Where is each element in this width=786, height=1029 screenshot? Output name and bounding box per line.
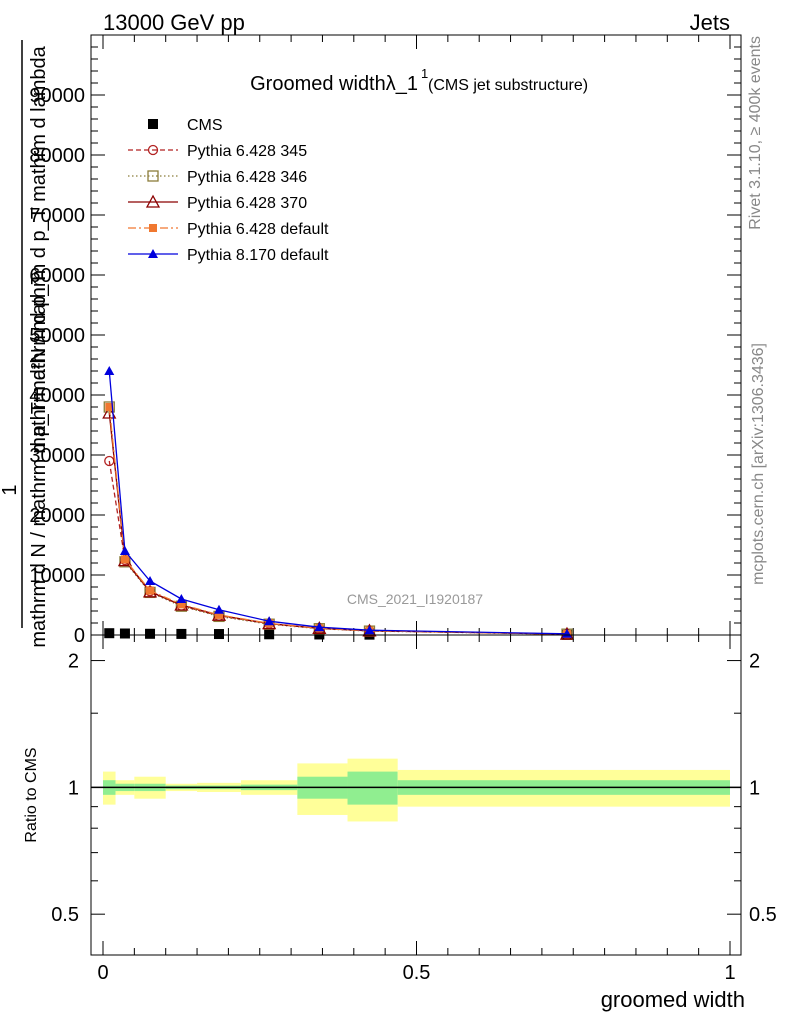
series-pythia-6-428-346 — [103, 401, 573, 640]
ratio-y-tick-label: 0.5 — [51, 904, 79, 926]
y-tick-label: 10000 — [29, 565, 85, 587]
data-point — [145, 576, 156, 585]
y-tick-label: 80000 — [29, 145, 85, 167]
legend-label: Pythia 6.428 370 — [187, 195, 307, 212]
series-line — [108, 370, 567, 635]
legend-label: CMS — [187, 117, 223, 134]
data-point — [149, 224, 157, 232]
x-tick-label: 1 — [724, 962, 735, 984]
data-point — [105, 403, 114, 411]
ratio-y-tick-label-right: 2 — [749, 651, 760, 673]
y-tick-label: 20000 — [29, 505, 85, 527]
data-point — [119, 628, 130, 639]
legend: CMS Pythia 6.428 345 Pythia 6.428 346 Pythi… — [128, 117, 329, 264]
ratio-bands — [103, 758, 730, 822]
ratio-y-tick-label-right: 1 — [749, 777, 760, 799]
data-point — [264, 616, 275, 626]
data-point — [214, 610, 223, 619]
ratio-ylabel: Ratio to CMS — [23, 747, 40, 842]
data-point — [147, 170, 159, 182]
main-ticks: 0 10000 20000 30000 40000 50000 60000 70000 8000… — [29, 35, 741, 647]
ratio-y-tick-label-right: 0.5 — [749, 904, 777, 926]
data-point — [176, 628, 187, 639]
data-point — [119, 546, 130, 555]
series-layer — [102, 366, 575, 640]
ratio-y-tick-label: 1 — [68, 777, 79, 799]
x-tick-label: 0.5 — [403, 962, 431, 984]
ylabel-numerator: 1 — [0, 484, 21, 495]
plot-title-superscript: 1 — [421, 66, 428, 81]
energy-label: 13000 GeV pp — [103, 10, 245, 35]
legend-label: Pythia 6.428 346 — [187, 169, 307, 186]
data-point — [104, 366, 115, 375]
plot-subtitle: (CMS jet substructure) — [428, 77, 588, 94]
y-tick-label: 70000 — [29, 205, 85, 227]
series-line — [108, 406, 567, 635]
data-point — [213, 604, 224, 614]
data-point — [213, 629, 224, 640]
series-pythia-6-428-370 — [102, 405, 575, 640]
ylabel-right: mathrm d²N / mathrm d p_T mathrm d lambd… — [28, 45, 50, 453]
data-point — [147, 144, 159, 156]
legend-label: Pythia 8.170 default — [187, 247, 329, 264]
data-point — [148, 249, 158, 258]
series-line — [108, 406, 567, 635]
ylabel-denominator: mathrm d N / mathrm d p_T mathrm d p_T — [28, 272, 50, 647]
data-point — [148, 119, 158, 129]
series-pythia-6-428-345 — [104, 455, 573, 640]
data-point — [314, 622, 325, 632]
y-tick-label: 40000 — [29, 385, 85, 407]
data-point — [176, 594, 187, 603]
data-point — [314, 629, 325, 640]
y-tick-label: 90000 — [29, 85, 85, 107]
rivet-label: Rivet 3.1.10, ≥ 400k events — [747, 36, 764, 230]
data-point — [104, 628, 115, 639]
data-point — [145, 628, 156, 639]
data-point — [561, 628, 572, 638]
ratio-y-tick-label: 2 — [68, 651, 79, 673]
y-tick-label: 30000 — [29, 445, 85, 467]
process-label: Jets — [690, 10, 730, 35]
data-point — [120, 555, 129, 564]
data-point — [364, 625, 375, 635]
ratio-ticks: 0.5 0.5 1 1 2 2 0 0.5 1 — [51, 635, 777, 984]
data-point — [146, 586, 155, 595]
data-point — [264, 629, 275, 640]
data-point — [145, 194, 161, 208]
mcplots-label: mcplots.cern.ch [arXiv:1306.3436] — [750, 343, 767, 585]
y-tick-label: 60000 — [29, 265, 85, 287]
plot-title: Groomed widthλ_1 — [250, 73, 418, 95]
y-tick-label: 50000 — [29, 325, 85, 347]
legend-label: Pythia 6.428 default — [187, 221, 329, 238]
y-tick-label: 0 — [74, 625, 85, 647]
x-tick-label: 0 — [97, 962, 108, 984]
main-panel: 0 10000 20000 30000 40000 50000 60000 70000 8000… — [29, 34, 742, 647]
xlabel: groomed width — [601, 987, 745, 1012]
series-pythia-8-170-default — [104, 366, 572, 638]
data-point — [177, 600, 186, 609]
analysis-watermark: CMS_2021_I1920187 — [347, 591, 483, 607]
ratio-panel: 0.5 0.5 1 1 2 2 0 0.5 1 — [51, 634, 777, 984]
legend-label: Pythia 6.428 345 — [187, 143, 307, 160]
